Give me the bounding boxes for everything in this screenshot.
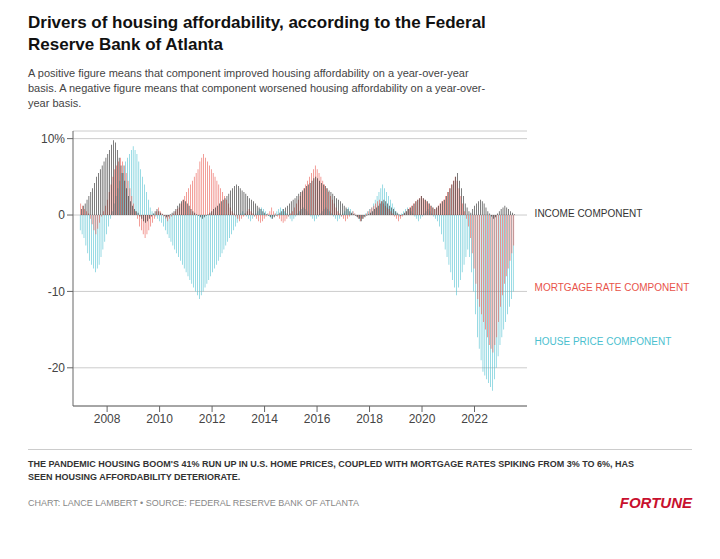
svg-text:2022: 2022 — [461, 412, 488, 426]
html-text:basis. A negative figure means: basis. A negative figure means that comp… — [28, 82, 486, 94]
svg-text:INCOME COMPONENT: INCOME COMPONENT — [535, 208, 643, 219]
svg-text:2016: 2016 — [304, 412, 331, 426]
html-text:year basis.: year basis. — [28, 97, 82, 109]
html-text:FORTUNE: FORTUNE — [619, 494, 692, 511]
svg-text:-20: -20 — [48, 361, 66, 375]
svg-text:10%: 10% — [41, 132, 65, 146]
html-text:SEEN HOUSING AFFORDABILITY DET: SEEN HOUSING AFFORDABILITY DETERIORATE. — [28, 472, 241, 482]
svg-text:2020: 2020 — [409, 412, 436, 426]
html-text:Drivers of housing affordabili: Drivers of housing affordability, accord… — [28, 13, 486, 32]
svg-text:0: 0 — [58, 208, 65, 222]
html-text:CHART: LANCE LAMBERT • SOURCE:: CHART: LANCE LAMBERT • SOURCE: FEDERAL R… — [28, 497, 359, 508]
svg-text:HOUSE PRICE COMPONENT: HOUSE PRICE COMPONENT — [535, 336, 672, 347]
svg-text:2014: 2014 — [251, 412, 278, 426]
svg-text:2008: 2008 — [94, 412, 121, 426]
svg-text:2018: 2018 — [356, 412, 383, 426]
svg-text:MORTGAGE RATE COMPONENT: MORTGAGE RATE COMPONENT — [535, 282, 690, 293]
svg-text:-10: -10 — [48, 285, 66, 299]
html-text:A positive figure means that c: A positive figure means that component i… — [28, 67, 469, 79]
html-text:Reserve Bank of Atlanta: Reserve Bank of Atlanta — [28, 35, 223, 54]
svg-text:2010: 2010 — [146, 412, 173, 426]
html-text:THE PANDEMIC HOUSING BOOM'S 41: THE PANDEMIC HOUSING BOOM'S 41% RUN UP I… — [28, 459, 634, 469]
svg-text:2012: 2012 — [199, 412, 226, 426]
